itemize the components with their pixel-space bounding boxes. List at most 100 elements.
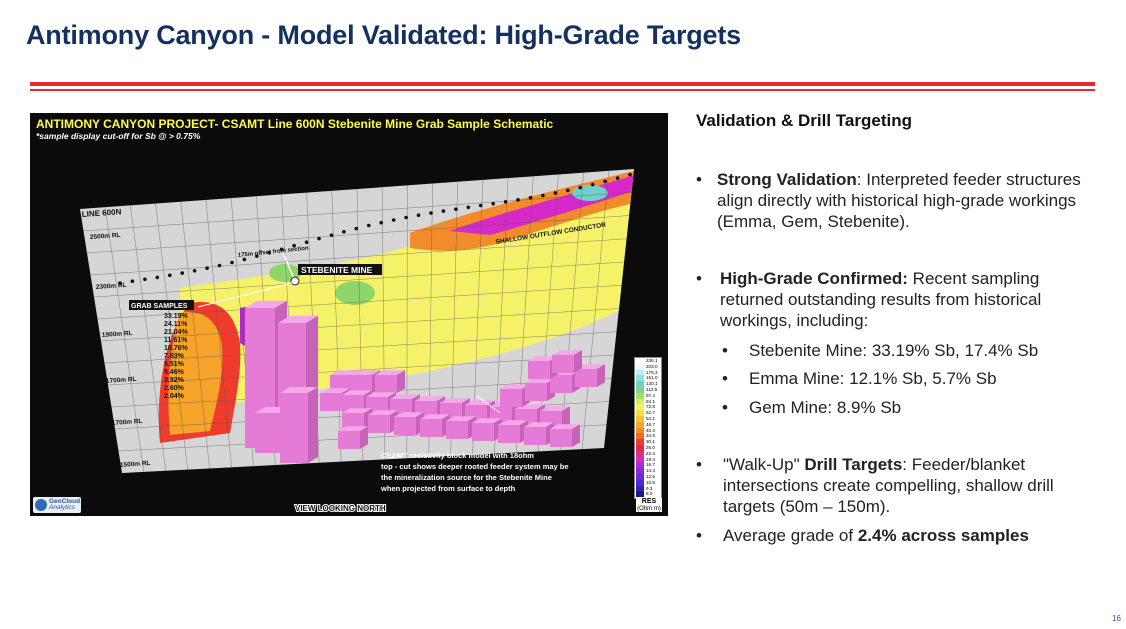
surface-dot [217,263,222,268]
bullet-strong-validation: • Strong Validation: Interpreted feeder … [696,170,1081,231]
grab-sample-grade: 3.92% [164,377,185,384]
surface-dot [267,250,272,255]
model-block [446,416,476,439]
block-model-pointer [476,395,501,414]
surface-dot [354,226,359,231]
model-block [280,387,318,463]
legend-step: 8.0 [635,491,661,498]
line-label: LINE 600N [82,207,122,219]
validation-heading: Validation & Drill Targeting [696,111,912,130]
surface-dot [230,260,234,265]
model-block [375,370,405,393]
model-block [394,412,424,435]
block-model-note-3: the mineralization source for the Steben… [381,473,552,482]
rl-label-1: 2500m RL [90,232,121,241]
legend-step: 14.4 [635,468,661,474]
rl-label-3: 1900m RL [102,330,133,339]
block-model-note-4: when projected from surface to depth [380,484,516,493]
legend-value: 10.8 [646,479,655,485]
stebenite-mine-marker [290,276,300,286]
legend-step: 22.4 [635,450,661,457]
grab-sample-grade: 2.60% [164,385,185,392]
model-block [472,418,502,441]
surface-dot [578,185,582,190]
legend-value: 14.4 [646,468,655,474]
legend-step: 203.0 [635,363,661,370]
rl-label-4: 1700m RL [106,376,137,385]
model-block [338,426,368,449]
legend-value: 30.1 [646,439,655,445]
grab-sample-grade: 2.04% [164,393,185,400]
surface-dot [491,201,496,206]
legend-value: 84.1 [646,398,655,404]
surface-dot [503,200,508,204]
mine-label: STEBENITE MINE [301,265,373,275]
legend-step: 151.0 [635,375,661,382]
legend-step: 62.7 [635,410,661,416]
legend-step: 84.1 [635,398,661,405]
surface-dot [615,176,620,180]
resistivity-legend: 236.1 203.0 175.3 151.0 130.1 112.6 97.4 84.1 72… [634,357,662,499]
surface-dot [192,269,197,273]
legend-step: 54.1 [635,416,661,422]
slide-title: Antimony Canyon - Model Validated: High-… [26,20,741,50]
legend-value: 22.4 [646,450,655,456]
title-rule-thick [30,82,1095,86]
section-diagram: LINE 600N 2500m RL 2300m RL 1900m RL 170… [80,169,634,514]
rl-label-6: 1500m RL [120,460,151,469]
surface-dot [342,230,346,234]
surface-dot [317,236,321,241]
surface-dot [478,203,483,208]
page-number: 16 [1112,614,1121,623]
legend-value: 9.3 [646,485,653,491]
legend-value: 203.0 [646,363,658,369]
legend-step: 34.9 [635,433,661,440]
legend-step: 112.6 [635,387,661,393]
surface-dot [367,223,371,228]
legend-step: 97.4 [635,392,661,399]
surface-dot [242,257,247,262]
model-block [552,350,582,373]
grab-sample-grade: 24.11% [164,321,188,328]
block-model [245,300,605,463]
legend-step: 9.3 [635,485,661,492]
grab-sample-grade: 21.04% [164,329,189,336]
sub-bullet-gem: • Gem Mine: 8.9% Sb [722,398,902,417]
logo-icon [35,499,47,511]
legend-value: 26.0 [646,445,655,450]
surface-dot [279,247,284,252]
legend-step: 26.0 [635,445,661,451]
bullet-high-grade: • High-Grade Confirmed: Recent sampling … [696,269,1042,330]
surface-dot [566,188,570,193]
legend-step: 236.1 [635,358,661,364]
legend-step: 10.8 [635,479,661,486]
resistivity-green-1 [335,281,375,305]
legend-step: 46.7 [635,421,661,428]
legend-value: 16.7 [646,462,655,468]
legend-value: 40.4 [646,427,655,433]
surface-dot [553,191,558,195]
grab-sample-grade: 5.51% [164,361,185,368]
legend-value: 72.8 [646,404,655,410]
surface-dot [143,277,147,282]
legend-title: RES (Ohm m) [636,498,662,512]
legend-value: 112.6 [646,387,658,392]
surface-dot [292,243,296,248]
model-block [368,410,398,433]
surface-dot [304,240,309,244]
surface-dot [391,218,396,222]
grab-samples-label: GRAB SAMPLES [131,303,188,310]
legend-value: 19.4 [646,456,655,462]
sub-bullet-stebenite: • Stebenite Mine: 33.19% Sb, 17.4% Sb [722,341,1039,360]
legend-value: 97.4 [646,392,655,398]
legend-value: 54.1 [646,416,655,421]
view-label: VIEW LOOKING NORTH [295,504,386,513]
surface-dot [454,207,458,211]
model-block [575,364,605,387]
block-model-note-2: top - cut shows deeper rooted feeder sys… [381,462,569,471]
surface-dot [118,281,122,285]
legend-step: 12.5 [635,474,661,480]
legend-value: 12.5 [646,474,655,479]
surface-dot [466,205,471,210]
geocloud-logo: GeoCloud Analytics [33,497,81,513]
